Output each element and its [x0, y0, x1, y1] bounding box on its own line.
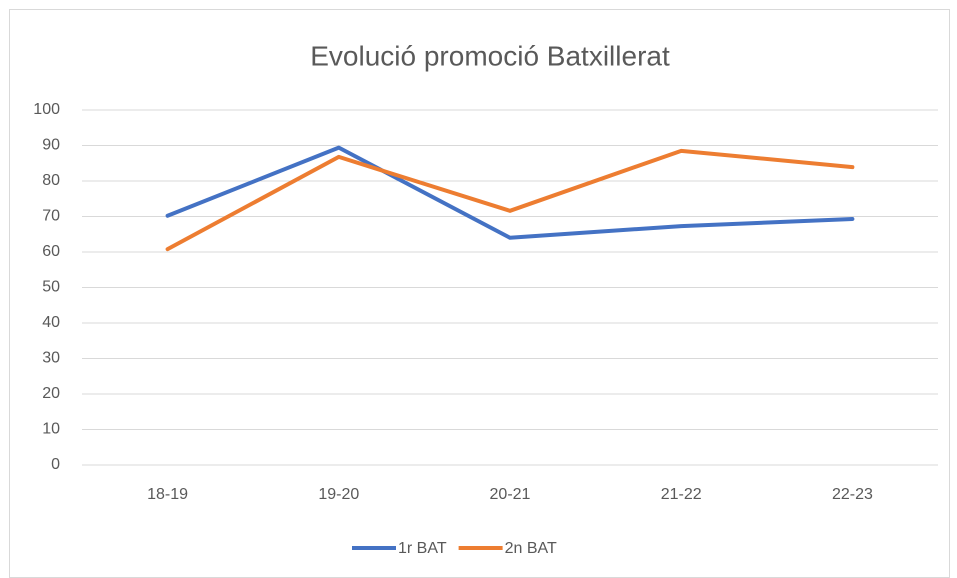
y-tick-label: 10	[42, 421, 60, 438]
x-tick-label: 18-19	[147, 486, 188, 503]
x-tick-label: 21-22	[661, 486, 702, 503]
x-tick-label: 19-20	[318, 486, 359, 503]
series-line	[165, 145, 855, 240]
y-tick-label: 0	[51, 456, 60, 473]
y-tick-label: 100	[33, 101, 60, 118]
chart-frame	[9, 9, 950, 578]
y-tick-label: 30	[42, 350, 60, 367]
y-tick-label: 50	[42, 279, 60, 296]
series-line	[165, 148, 855, 252]
y-tick-label: 80	[42, 172, 60, 189]
y-tick-label: 60	[42, 243, 60, 260]
y-tick-label: 90	[42, 137, 60, 154]
legend-label: 2n BAT	[505, 540, 557, 557]
chart-title: Evolució promoció Batxillerat	[310, 40, 670, 71]
x-tick-label: 20-21	[490, 486, 531, 503]
y-tick-label: 40	[42, 314, 60, 331]
x-tick-label: 22-23	[832, 486, 873, 503]
legend-label: 1r BAT	[398, 540, 447, 557]
y-tick-label: 70	[42, 208, 60, 225]
y-tick-label: 20	[42, 385, 60, 402]
